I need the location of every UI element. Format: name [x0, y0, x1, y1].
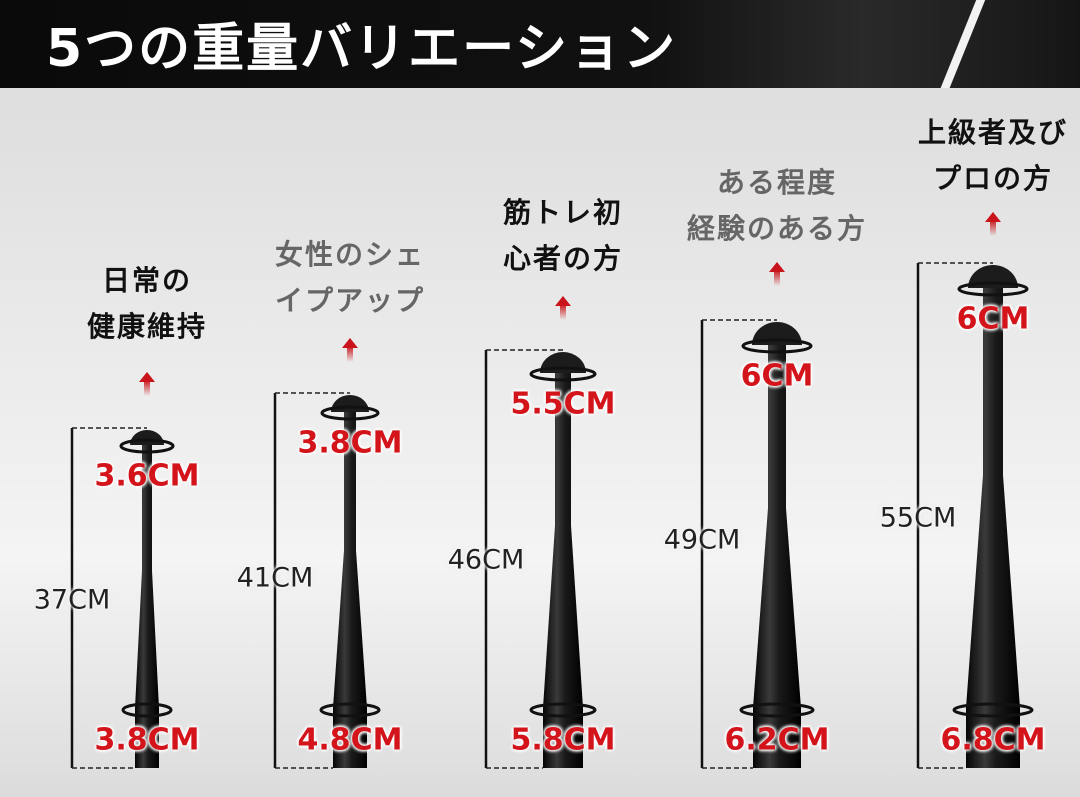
length-label: 37CM: [33, 584, 111, 616]
bottom-measure-ring-icon: [739, 702, 815, 718]
arrow-up-icon: [985, 212, 1001, 222]
top-diameter: 6CM: [956, 301, 1030, 337]
bottom-diameter: 6.8CM: [940, 722, 1046, 758]
bottom-measure-ring-icon: [319, 702, 381, 718]
arrow-up-icon: [555, 296, 571, 306]
target-user-label: 上級者及び プロの方: [918, 110, 1068, 202]
label-line: 心者の方: [502, 242, 624, 275]
label-line: 筋トレ初: [502, 196, 624, 229]
label-line: 上級者及び: [917, 116, 1069, 149]
bat-body: [543, 370, 583, 768]
bottom-diameter: 6.2CM: [724, 722, 830, 758]
bottom-measure-ring-icon: [529, 702, 597, 718]
length-label: 46CM: [447, 544, 525, 576]
label-line: イプアップ: [274, 284, 426, 317]
bat-body: [135, 442, 159, 768]
page-title: 5つの重量バリエーション: [46, 19, 678, 79]
target-user-label: 女性のシェイプアップ: [275, 232, 425, 324]
length-label: 41CM: [236, 562, 314, 594]
target-user-label: 筋トレ初 心者の方: [503, 190, 623, 282]
bottom-diameter: 3.8CM: [94, 722, 200, 758]
bat-body: [333, 409, 367, 768]
header-banner: 5つの重量バリエーション: [0, 0, 1080, 88]
top-measure-ring-icon: [529, 366, 597, 382]
arrow-shaft: [774, 270, 780, 286]
bottom-diameter: 5.8CM: [510, 722, 616, 758]
bat-body: [753, 342, 801, 768]
bat-body: [966, 285, 1020, 768]
arrow-up-icon: [139, 372, 155, 382]
arrow-shaft: [347, 346, 353, 362]
arrow-shaft: [990, 220, 996, 236]
top-measure-ring-icon: [741, 338, 813, 354]
bottom-measure-ring-icon: [121, 702, 173, 718]
bat-knob: [331, 395, 369, 412]
top-diameter: 6CM: [740, 358, 814, 394]
label-line: 女性のシェ: [274, 238, 426, 271]
top-measure-ring-icon: [957, 281, 1029, 297]
top-measure-ring-icon: [320, 405, 380, 421]
label-line: ある程度: [716, 166, 838, 199]
top-diameter: 3.8CM: [297, 425, 403, 461]
label-line: プロの方: [932, 162, 1054, 195]
arrow-shaft: [560, 304, 566, 320]
label-line: 健康維持: [86, 310, 208, 343]
label-line: 日常の: [101, 264, 193, 297]
label-line: 経験のある方: [686, 212, 868, 245]
arrow-shaft: [144, 380, 150, 396]
arrow-up-icon: [342, 338, 358, 348]
bottom-measure-ring-icon: [952, 702, 1034, 718]
top-measure-ring-icon: [119, 438, 175, 454]
top-diameter: 3.6CM: [94, 458, 200, 494]
target-user-label: 日常の 健康維持: [87, 258, 207, 350]
length-label: 55CM: [879, 502, 957, 534]
arrow-up-icon: [769, 262, 785, 272]
bat-knob: [130, 430, 164, 445]
length-label: 49CM: [663, 524, 741, 556]
top-diameter: 5.5CM: [510, 386, 616, 422]
target-user-label: ある程度経験のある方: [687, 160, 867, 252]
bottom-diameter: 4.8CM: [297, 722, 403, 758]
